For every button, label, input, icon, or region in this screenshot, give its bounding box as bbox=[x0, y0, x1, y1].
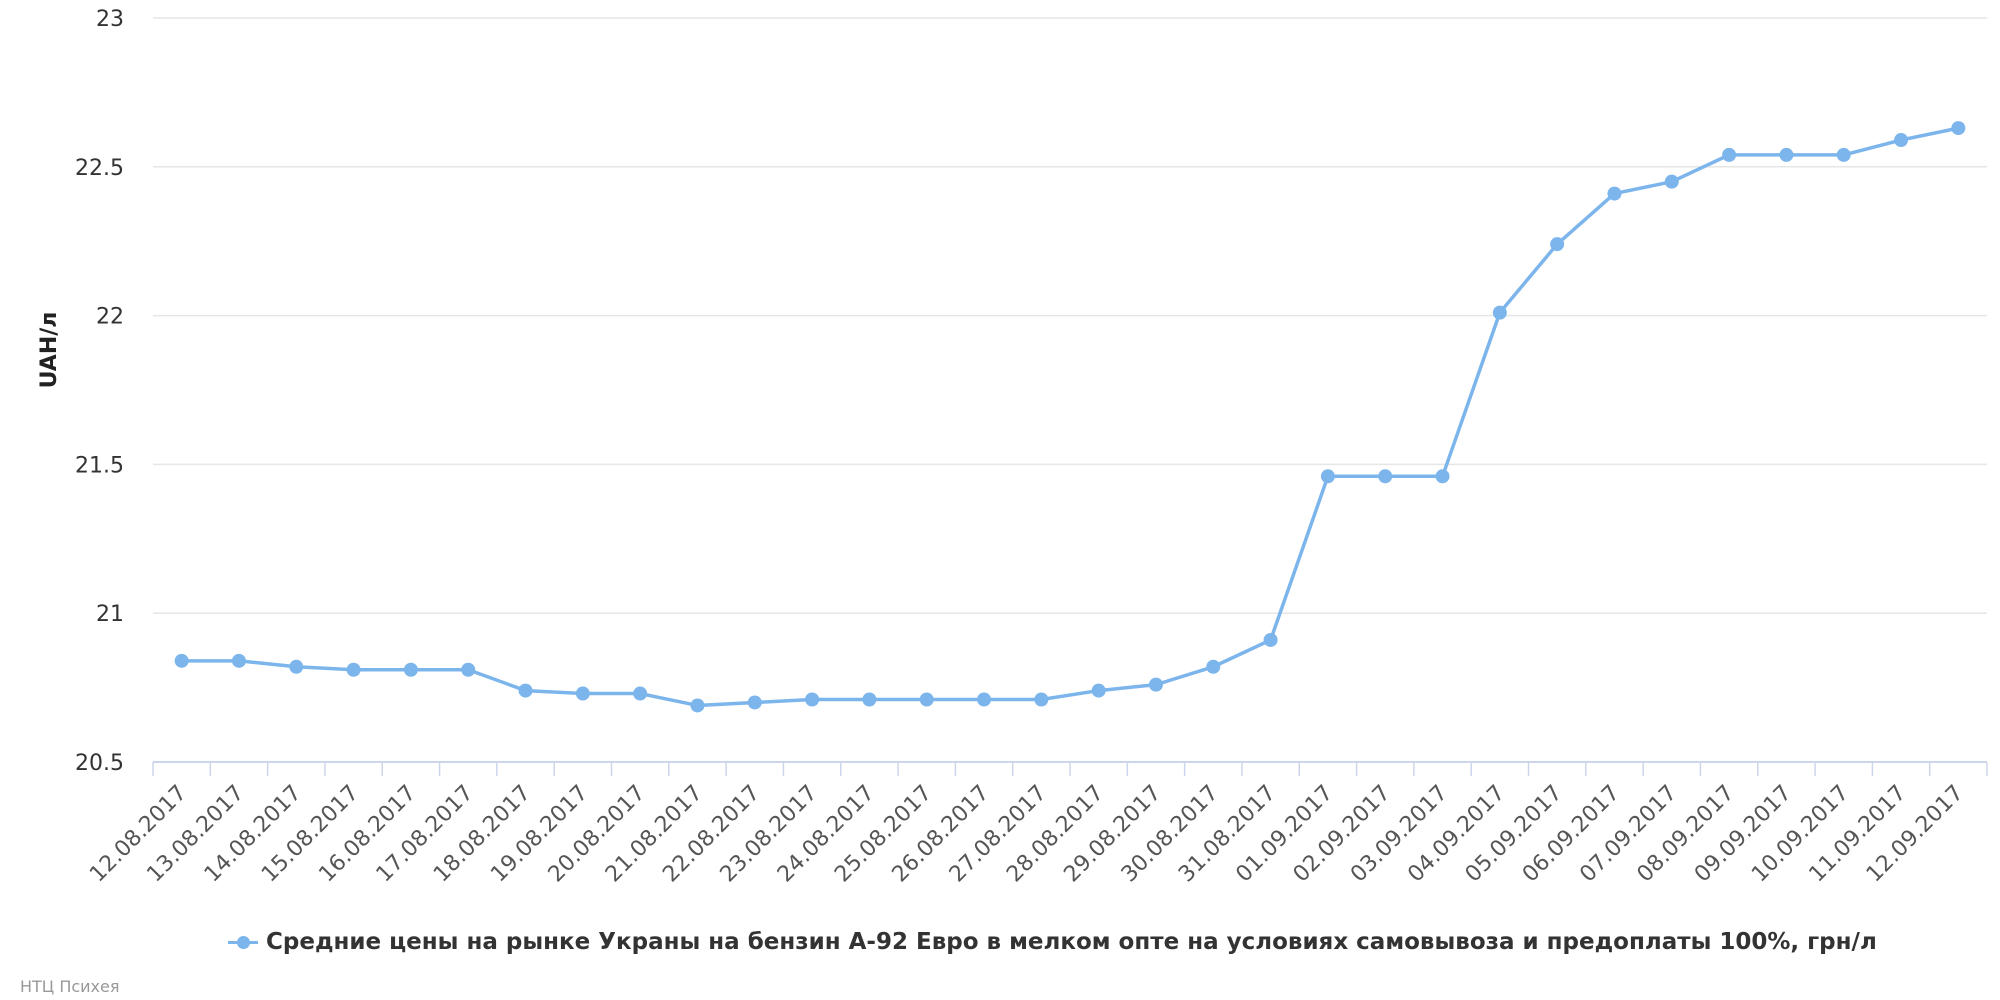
y-tick-label: 23 bbox=[96, 7, 124, 32]
series-line-group bbox=[174, 121, 1966, 713]
series-line bbox=[179, 126, 1961, 708]
data-point bbox=[346, 662, 361, 677]
legend-label: Средние цены на рынке Украны на бензин А… bbox=[266, 929, 1877, 955]
data-point bbox=[1836, 147, 1851, 162]
data-point bbox=[403, 662, 418, 677]
data-point bbox=[1894, 133, 1909, 148]
data-point bbox=[1378, 469, 1393, 484]
data-point bbox=[231, 653, 246, 668]
data-point bbox=[1951, 121, 1966, 136]
data-point bbox=[1320, 469, 1335, 484]
data-point bbox=[690, 698, 705, 713]
data-point bbox=[1091, 683, 1106, 698]
data-point bbox=[1607, 186, 1622, 201]
data-point bbox=[747, 695, 762, 710]
grid-lines bbox=[153, 17, 1987, 614]
y-tick-label: 22 bbox=[96, 305, 124, 330]
data-point bbox=[862, 692, 877, 707]
credits-text[interactable]: НТЦ Психея bbox=[20, 977, 120, 996]
data-point bbox=[461, 662, 476, 677]
data-point bbox=[1779, 147, 1794, 162]
legend-marker-icon bbox=[228, 936, 258, 949]
data-point bbox=[1206, 659, 1221, 674]
data-point bbox=[1492, 305, 1507, 320]
y-tick-label: 21.5 bbox=[75, 453, 124, 478]
data-point bbox=[919, 692, 934, 707]
data-point bbox=[1664, 174, 1679, 189]
y-axis-label: UAH/л bbox=[37, 312, 62, 389]
y-tick-label: 22.5 bbox=[75, 156, 124, 181]
data-point bbox=[518, 683, 533, 698]
y-tick-label: 21 bbox=[96, 602, 124, 627]
data-point bbox=[1263, 632, 1278, 647]
legend-item[interactable]: Средние цены на рынке Украны на бензин А… bbox=[228, 922, 1877, 962]
data-point bbox=[1435, 469, 1450, 484]
data-point bbox=[1722, 147, 1737, 162]
data-point bbox=[575, 686, 590, 701]
data-point bbox=[289, 659, 304, 674]
x-axis: 12.08.201713.08.201714.08.201715.08.2017… bbox=[85, 761, 1988, 887]
data-point bbox=[174, 653, 189, 668]
data-point bbox=[1148, 677, 1163, 692]
y-axis-ticks: 20.5 21 21.5 22 22.5 23 bbox=[75, 7, 124, 776]
data-point bbox=[805, 692, 820, 707]
data-point bbox=[633, 686, 648, 701]
data-point bbox=[1034, 692, 1049, 707]
data-point bbox=[1550, 237, 1565, 252]
y-tick-label: 20.5 bbox=[75, 751, 124, 776]
data-point bbox=[977, 692, 992, 707]
